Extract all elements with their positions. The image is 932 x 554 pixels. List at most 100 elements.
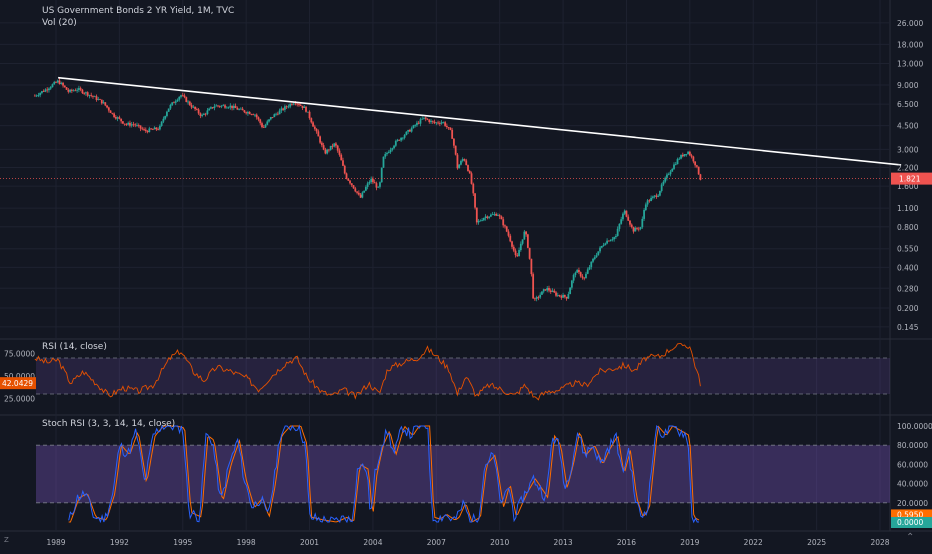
candle-body[interactable] bbox=[143, 129, 145, 131]
candle-body[interactable] bbox=[303, 106, 306, 109]
candle-body[interactable] bbox=[99, 99, 101, 100]
candle-body[interactable] bbox=[255, 114, 258, 118]
candle-body[interactable] bbox=[231, 105, 233, 109]
candle-body[interactable] bbox=[600, 245, 603, 248]
candle-body[interactable] bbox=[437, 122, 439, 124]
candle-body[interactable] bbox=[507, 231, 510, 236]
candle-body[interactable] bbox=[405, 131, 408, 135]
candle-body[interactable] bbox=[511, 241, 513, 247]
candle-body[interactable] bbox=[243, 110, 246, 113]
candle-body[interactable] bbox=[368, 182, 371, 184]
candle-body[interactable] bbox=[518, 250, 520, 257]
candle-body[interactable] bbox=[328, 149, 330, 151]
symbol-title[interactable]: US Government Bonds 2 YR Yield, 1M, TVC bbox=[42, 6, 235, 16]
candle-body[interactable] bbox=[629, 220, 631, 225]
candle-body[interactable] bbox=[410, 128, 413, 132]
candle-body[interactable] bbox=[417, 122, 420, 124]
candle-body[interactable] bbox=[48, 88, 50, 91]
candle-body[interactable] bbox=[373, 182, 376, 184]
candle-body[interactable] bbox=[197, 109, 200, 114]
candle-body[interactable] bbox=[386, 153, 388, 155]
candle-body[interactable] bbox=[174, 101, 177, 103]
candle-body[interactable] bbox=[505, 226, 508, 232]
candle-body[interactable] bbox=[664, 177, 667, 182]
candle-body[interactable] bbox=[375, 183, 378, 188]
candle-body[interactable] bbox=[637, 228, 640, 230]
candle-body[interactable] bbox=[217, 105, 219, 107]
candle-body[interactable] bbox=[447, 127, 450, 128]
candle-body[interactable] bbox=[292, 103, 295, 105]
candle-body[interactable] bbox=[187, 101, 189, 103]
candle-body[interactable] bbox=[239, 108, 242, 110]
candle-body[interactable] bbox=[213, 106, 216, 109]
candle-body[interactable] bbox=[416, 122, 418, 126]
candle-body[interactable] bbox=[407, 129, 410, 132]
candle-body[interactable] bbox=[202, 113, 205, 115]
candle-body[interactable] bbox=[291, 103, 293, 105]
candle-body[interactable] bbox=[153, 127, 156, 130]
candle-body[interactable] bbox=[504, 225, 506, 227]
candle-body[interactable] bbox=[97, 99, 100, 100]
candle-body[interactable] bbox=[257, 117, 260, 120]
candle-body[interactable] bbox=[558, 294, 561, 297]
candle-body[interactable] bbox=[70, 89, 73, 91]
candle-body[interactable] bbox=[526, 234, 529, 248]
candle-body[interactable] bbox=[289, 103, 292, 107]
candle-body[interactable] bbox=[296, 103, 299, 105]
candle-body[interactable] bbox=[319, 136, 322, 143]
candle-body[interactable] bbox=[472, 183, 475, 194]
rsi-pane[interactable] bbox=[34, 343, 701, 401]
candle-body[interactable] bbox=[287, 106, 290, 108]
candle-body[interactable] bbox=[604, 243, 607, 246]
candle-body[interactable] bbox=[616, 228, 619, 236]
candle-body[interactable] bbox=[122, 121, 124, 124]
candle-body[interactable] bbox=[118, 117, 121, 119]
candle-body[interactable] bbox=[306, 111, 309, 113]
candle-body[interactable] bbox=[673, 164, 675, 169]
candle-body[interactable] bbox=[512, 246, 515, 251]
candle-body[interactable] bbox=[481, 220, 483, 222]
candle-body[interactable] bbox=[76, 89, 79, 91]
candle-body[interactable] bbox=[509, 235, 512, 242]
candle-body[interactable] bbox=[597, 251, 600, 256]
candle-body[interactable] bbox=[148, 128, 151, 133]
candle-body[interactable] bbox=[585, 273, 587, 279]
candle-body[interactable] bbox=[403, 134, 406, 138]
candle-body[interactable] bbox=[356, 191, 358, 193]
candle-body[interactable] bbox=[384, 154, 387, 157]
candle-body[interactable] bbox=[380, 167, 383, 183]
candle-body[interactable] bbox=[400, 137, 402, 141]
candle-body[interactable] bbox=[166, 111, 168, 117]
candle-body[interactable] bbox=[347, 178, 350, 181]
candle-body[interactable] bbox=[88, 94, 91, 96]
candle-body[interactable] bbox=[266, 121, 269, 125]
candle-body[interactable] bbox=[317, 131, 320, 137]
candle-body[interactable] bbox=[394, 141, 397, 146]
candle-body[interactable] bbox=[498, 215, 501, 217]
candle-body[interactable] bbox=[366, 183, 369, 187]
candle-body[interactable] bbox=[583, 277, 586, 279]
candle-body[interactable] bbox=[560, 296, 563, 298]
candle-body[interactable] bbox=[414, 125, 417, 127]
candle-body[interactable] bbox=[308, 111, 311, 119]
rsi-legend[interactable]: RSI (14, close) bbox=[42, 342, 107, 352]
candle-body[interactable] bbox=[393, 145, 395, 149]
candle-body[interactable] bbox=[622, 213, 624, 220]
candle-body[interactable] bbox=[614, 235, 617, 238]
candle-body[interactable] bbox=[127, 122, 130, 125]
candle-body[interactable] bbox=[137, 125, 140, 126]
candle-body[interactable] bbox=[500, 216, 503, 220]
candle-body[interactable] bbox=[234, 105, 237, 109]
candle-body[interactable] bbox=[525, 231, 528, 235]
candle-body[interactable] bbox=[218, 106, 221, 107]
candle-body[interactable] bbox=[111, 113, 114, 114]
candle-body[interactable] bbox=[653, 195, 656, 197]
candle-body[interactable] bbox=[475, 207, 478, 223]
candle-body[interactable] bbox=[479, 220, 482, 222]
candle-body[interactable] bbox=[46, 89, 49, 91]
candle-body[interactable] bbox=[398, 139, 401, 141]
candle-body[interactable] bbox=[489, 214, 492, 217]
candle-body[interactable] bbox=[33, 95, 36, 97]
price-pane[interactable] bbox=[0, 76, 902, 302]
candle-body[interactable] bbox=[574, 272, 577, 275]
